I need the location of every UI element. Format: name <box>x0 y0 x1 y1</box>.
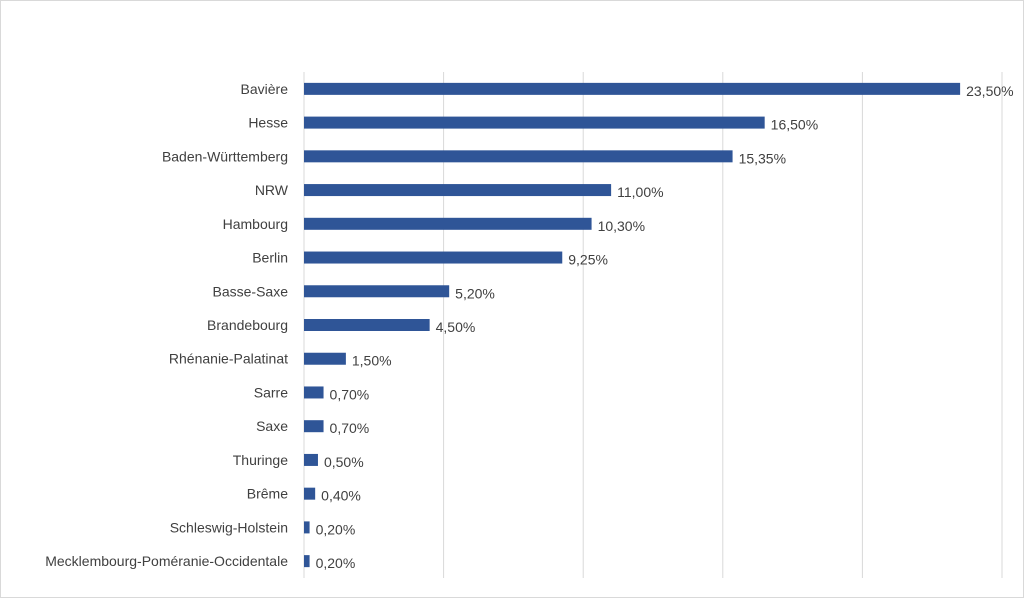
bar <box>304 453 318 466</box>
bar <box>304 116 765 129</box>
bar <box>304 386 324 399</box>
data-label: 11,00% <box>617 184 663 200</box>
data-label: 0,70% <box>330 386 370 402</box>
bar <box>304 217 592 230</box>
bar <box>304 319 430 331</box>
data-label: 0,50% <box>324 454 364 470</box>
bar <box>304 420 324 433</box>
category-label: Hesse <box>248 115 288 131</box>
category-label: Brême <box>247 486 288 502</box>
data-label: 15,35% <box>739 150 786 166</box>
bar <box>304 82 961 95</box>
data-label: 0,20% <box>316 555 356 571</box>
bar <box>304 487 316 500</box>
data-label: 0,20% <box>316 521 356 537</box>
category-label: Schleswig-Holstein <box>170 519 288 535</box>
data-label: 5,20% <box>455 285 495 301</box>
category-label: NRW <box>255 182 289 198</box>
data-label: 23,50% <box>966 83 1013 99</box>
bar <box>304 555 310 568</box>
category-label: Baden-Württemberg <box>162 148 288 164</box>
bar <box>304 184 612 197</box>
data-label: 4,50% <box>436 319 476 335</box>
data-label: 0,40% <box>321 488 361 504</box>
data-label: 1,50% <box>352 353 392 369</box>
data-label: 16,50% <box>771 117 818 133</box>
bar <box>304 251 563 264</box>
bar <box>304 521 310 534</box>
bar <box>304 352 346 365</box>
category-label: Basse-Saxe <box>213 283 289 299</box>
bar <box>304 285 450 298</box>
category-label: Brandebourg <box>207 317 288 333</box>
category-label: Saxe <box>256 418 288 434</box>
bar <box>304 150 733 163</box>
category-label: Sarre <box>254 384 288 400</box>
category-label: Bavière <box>241 81 289 97</box>
category-label: Thuringe <box>233 452 288 468</box>
category-label: Berlin <box>252 250 288 266</box>
data-label: 9,25% <box>568 252 608 268</box>
data-label: 10,30% <box>598 218 645 234</box>
category-label: Mecklembourg-Poméranie-Occidentale <box>45 553 288 569</box>
data-label: 0,70% <box>330 420 370 436</box>
category-label: Hambourg <box>223 216 288 232</box>
category-label: Rhénanie-Palatinat <box>169 351 288 367</box>
